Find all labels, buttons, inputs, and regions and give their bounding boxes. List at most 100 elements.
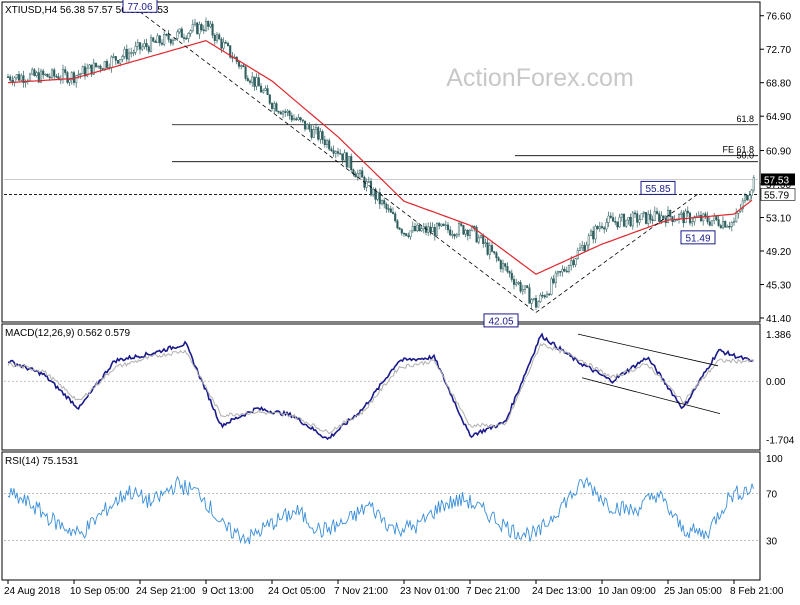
x-tick-label: 10 Jan 09:00 <box>598 586 656 597</box>
candle-body <box>79 73 82 75</box>
candle-body <box>484 242 487 244</box>
candle-body <box>596 226 599 229</box>
candle-body <box>653 211 656 221</box>
candle-body <box>154 41 157 43</box>
candle-body <box>158 35 161 44</box>
candle-body <box>33 69 36 76</box>
candle-body <box>28 73 32 81</box>
x-tick-label: 24 Sep 21:00 <box>136 586 196 597</box>
candle-body <box>699 215 703 222</box>
candle-body <box>253 76 256 87</box>
annotation-box <box>680 230 716 245</box>
candle-body <box>279 111 282 115</box>
candle-body <box>563 268 566 272</box>
candle-body <box>684 210 687 224</box>
candle-body <box>367 181 370 183</box>
annotation-box <box>640 180 676 195</box>
price-y-tick-label: 64.90 <box>766 112 791 123</box>
candle-body <box>638 219 641 223</box>
candle-body <box>312 129 315 138</box>
candle-body <box>361 170 364 178</box>
candle-body <box>728 226 731 228</box>
candle-body <box>185 37 188 40</box>
candle-body <box>345 152 348 168</box>
candle-body <box>691 221 694 224</box>
candle-body <box>22 75 25 83</box>
price-y-tick-label: 72.70 <box>766 45 791 56</box>
candle-body <box>607 215 610 223</box>
candle-body <box>182 37 186 39</box>
price-y-tick-label: 76.60 <box>766 12 791 23</box>
candle-body <box>545 293 549 298</box>
macd-signal-line <box>7 343 754 435</box>
candle-body <box>427 226 430 233</box>
candle-body <box>374 188 377 200</box>
candle-body <box>567 265 571 272</box>
candle-body <box>90 64 93 75</box>
trendline <box>535 193 699 313</box>
candle-body <box>600 226 604 228</box>
candle-body <box>176 31 179 39</box>
candle-body <box>526 285 529 288</box>
candle-body <box>651 219 654 221</box>
candle-body <box>70 72 73 81</box>
candle-body <box>248 80 252 83</box>
macd-panel-frame <box>1 323 761 451</box>
candle-body <box>713 215 716 221</box>
candle-body <box>614 221 617 223</box>
macd-y-tick-label: 1.386 <box>766 330 791 341</box>
annotation-label: 42.05 <box>488 316 513 327</box>
symbol-label: XTIUSD,H4 <box>5 5 58 16</box>
candle-body <box>105 61 109 68</box>
candle-body <box>301 119 304 122</box>
candle-body <box>46 73 49 78</box>
candle-body <box>77 74 80 76</box>
candle-body <box>625 219 628 227</box>
candle-body <box>288 110 291 116</box>
candle-body <box>581 245 584 249</box>
candle-body <box>682 212 685 224</box>
candle-body <box>554 272 557 284</box>
candle-body <box>680 212 683 215</box>
current-price-tag <box>761 173 795 186</box>
candle-body <box>354 173 357 178</box>
candle-body <box>510 272 513 280</box>
price-candles <box>6 17 755 310</box>
candle-body <box>499 260 502 270</box>
candle-body <box>266 88 269 96</box>
candle-body <box>264 88 267 91</box>
candle-body <box>512 279 516 285</box>
x-tick-label: 24 Aug 2018 <box>4 586 61 597</box>
candle-body <box>325 140 329 146</box>
candle-body <box>103 61 106 70</box>
candle-body <box>72 72 76 83</box>
rsi-panel-title: RSI(14) 75.1531 <box>5 456 79 467</box>
candle-body <box>119 59 122 64</box>
candle-body <box>743 195 747 202</box>
candle-body <box>213 34 216 41</box>
candle-body <box>394 213 397 222</box>
price-y-tick-label: 53.10 <box>766 214 791 225</box>
candle-body <box>20 75 23 81</box>
candle-body <box>422 226 425 229</box>
price-y-tick-label: 41.40 <box>766 314 791 325</box>
candle-body <box>112 56 115 58</box>
level-label: 61.8 <box>736 114 754 124</box>
price-y-tick-label: 57.00 <box>766 180 791 191</box>
candle-body <box>376 192 379 200</box>
candle-body <box>268 94 271 104</box>
candle-body <box>565 270 568 273</box>
candle-body <box>537 301 540 308</box>
candle-body <box>719 225 722 229</box>
candle-body <box>336 151 340 154</box>
candle-body <box>127 52 131 60</box>
candle-body <box>741 200 744 210</box>
candle-body <box>715 215 718 220</box>
watermark: ActionForex.com <box>446 64 634 92</box>
moving-average <box>7 39 753 275</box>
candle-body <box>81 66 84 74</box>
candle-body <box>497 257 500 261</box>
candle-body <box>636 213 639 223</box>
candle-body <box>508 271 511 274</box>
